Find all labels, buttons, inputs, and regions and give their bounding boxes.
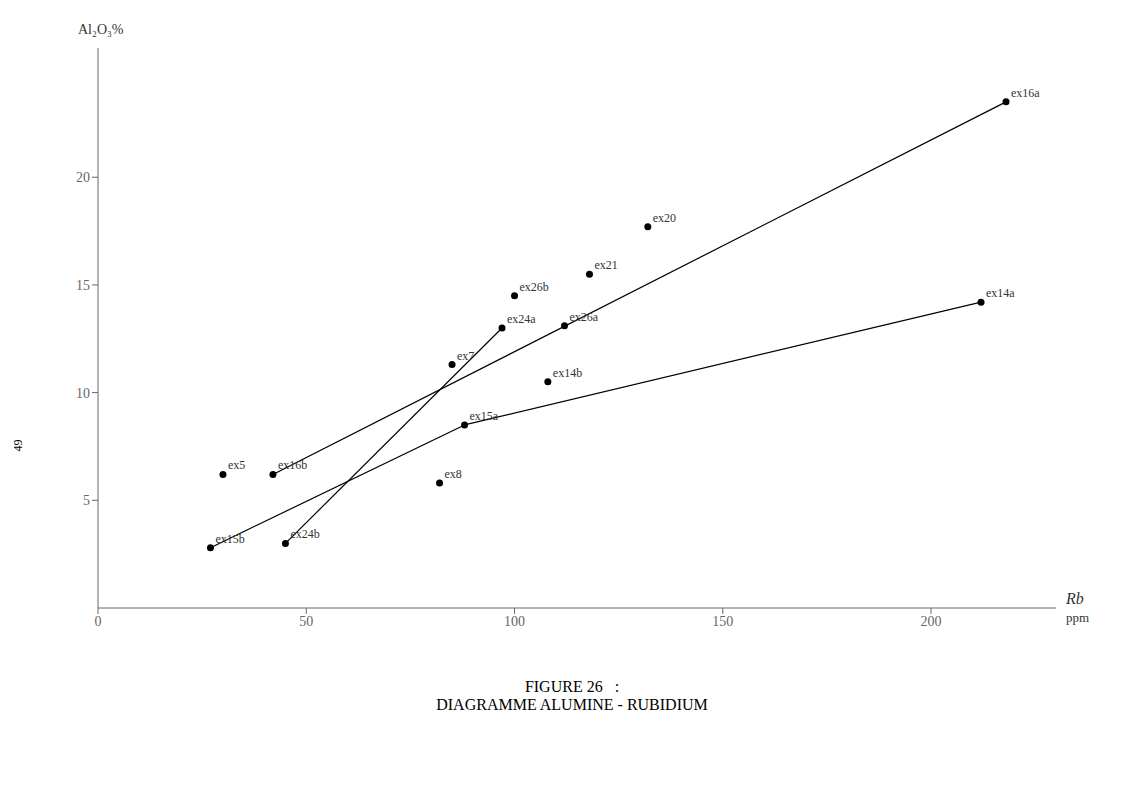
svg-text:15: 15 (76, 278, 90, 293)
svg-text:ppm: ppm (1066, 610, 1089, 625)
svg-text:100: 100 (504, 614, 525, 629)
svg-text:5: 5 (83, 493, 90, 508)
svg-text:ex20: ex20 (653, 211, 676, 225)
svg-text:50: 50 (299, 614, 313, 629)
svg-text:ex26a: ex26a (570, 310, 599, 324)
svg-text:0: 0 (95, 614, 102, 629)
svg-text:Rb: Rb (1065, 590, 1084, 607)
svg-text:ex16a: ex16a (1011, 86, 1040, 100)
svg-text:ex21: ex21 (594, 258, 617, 272)
svg-text:ex8: ex8 (445, 467, 462, 481)
html-text:49: 49 (10, 439, 25, 452)
svg-text:ex15a: ex15a (470, 409, 499, 423)
svg-text:ex16b: ex16b (278, 458, 307, 472)
svg-text:ex5: ex5 (228, 458, 245, 472)
svg-text:ex26b: ex26b (520, 280, 549, 294)
svg-text:20: 20 (76, 170, 90, 185)
svg-text:200: 200 (921, 614, 942, 629)
svg-text:ex7: ex7 (457, 349, 474, 363)
svg-text:ex24b: ex24b (290, 527, 319, 541)
svg-text:ex14b: ex14b (553, 366, 582, 380)
svg-text:150: 150 (712, 614, 733, 629)
svg-text:Al₂O₃%: Al₂O₃% (78, 22, 124, 37)
svg-text:ex24a: ex24a (507, 312, 536, 326)
svg-text:ex14a: ex14a (986, 286, 1015, 300)
svg-text:ex15b: ex15b (215, 532, 244, 546)
html-text:FIGURE 26 : DIAGRAMME ALUMINE: FIGURE 26 : DIAGRAMME ALUMINE - RUBIDIUM (436, 678, 708, 713)
svg-text:10: 10 (76, 386, 90, 401)
